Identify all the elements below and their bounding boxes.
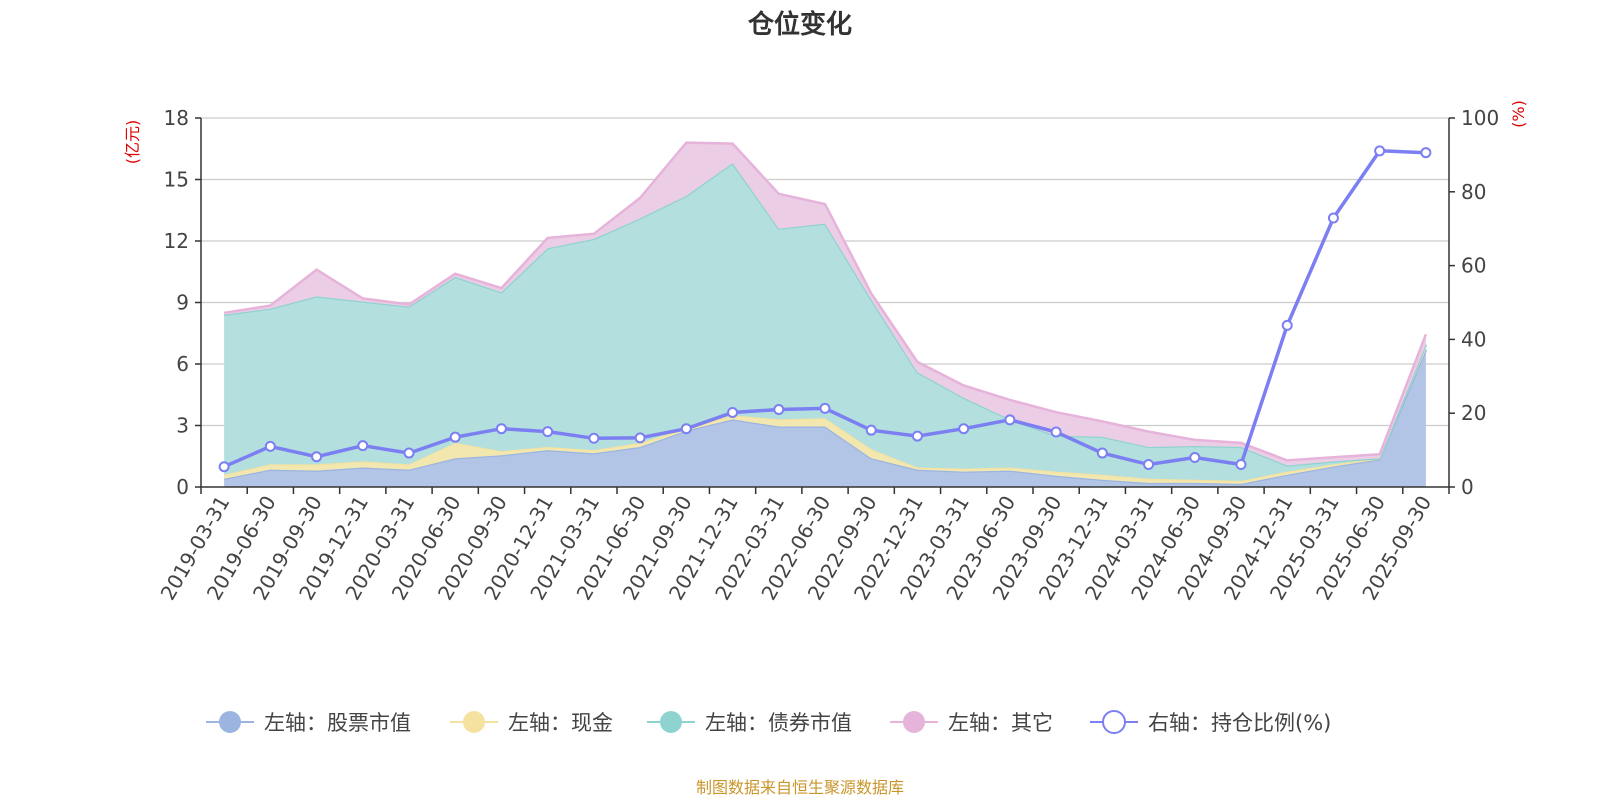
- ratio-point: [588, 432, 600, 444]
- left-tick-label: 18: [164, 106, 189, 130]
- legend-item[interactable]: 右轴：持仓比例(%): [1090, 710, 1331, 735]
- ratio-line-series: [218, 145, 1432, 473]
- right-tick-label: 40: [1461, 327, 1486, 351]
- ratio-point: [218, 461, 230, 473]
- ratio-point: [727, 406, 739, 418]
- legend-item[interactable]: 左轴：其它: [890, 711, 1053, 735]
- ratio-point: [773, 404, 785, 416]
- right-axis-unit: (%): [1509, 100, 1528, 128]
- area-edge-4: [223, 141, 1428, 462]
- ratio-point: [1281, 319, 1293, 331]
- right-tick-label: 100: [1461, 106, 1499, 130]
- left-tick-label: 12: [164, 229, 189, 253]
- ratio-point: [1374, 145, 1386, 157]
- legend-symbol-circle: [1102, 710, 1126, 734]
- ratio-point: [958, 423, 970, 435]
- source-note: 制图数据来自恒生聚源数据库: [695, 778, 904, 797]
- legend-label: 左轴：股票市值: [264, 711, 411, 735]
- ratio-point: [911, 430, 923, 442]
- legend-label: 左轴：其它: [948, 711, 1053, 735]
- right-tick-label: 0: [1461, 475, 1474, 499]
- right-tick-label: 80: [1461, 180, 1486, 204]
- area-series: [223, 141, 1428, 487]
- ratio-point: [449, 431, 461, 443]
- ratio-point: [495, 423, 507, 435]
- legend-symbol-circle: [903, 711, 925, 733]
- area-1: [224, 349, 1426, 487]
- ratio-point: [1096, 447, 1108, 459]
- ratio-point: [403, 447, 415, 459]
- ratio-point: [264, 440, 276, 452]
- legend-label: 左轴：债券市值: [705, 711, 852, 735]
- legend-item[interactable]: 左轴：现金: [450, 711, 613, 735]
- ratio-point: [357, 440, 369, 452]
- ratio-point: [819, 402, 831, 414]
- legend-label: 右轴：持仓比例(%): [1148, 711, 1331, 735]
- legend: 左轴：股票市值 左轴：现金 左轴：债券市值 左轴：其它 右轴：持仓比例(%): [206, 710, 1331, 735]
- ratio-point: [634, 432, 646, 444]
- ratio-point: [865, 424, 877, 436]
- left-axis-unit: (亿元): [123, 120, 142, 165]
- area-4: [224, 142, 1426, 466]
- legend-item[interactable]: 左轴：债券市值: [647, 711, 852, 735]
- legend-label: 左轴：现金: [508, 711, 613, 735]
- left-tick-label: 9: [176, 291, 189, 315]
- area-3: [224, 163, 1426, 481]
- ratio-point: [1420, 147, 1432, 159]
- ratio-point: [542, 426, 554, 438]
- ratio-point: [311, 451, 323, 463]
- ratio-point: [1327, 212, 1339, 224]
- left-tick-label: 3: [176, 414, 189, 438]
- left-tick-label: 0: [176, 475, 189, 499]
- chart-title: 仓位变化: [747, 10, 852, 40]
- left-tick-label: 15: [164, 168, 189, 192]
- left-tick-label: 6: [176, 352, 189, 376]
- legend-symbol-circle: [660, 711, 682, 733]
- ratio-point: [1235, 458, 1247, 470]
- ratio-point: [1189, 451, 1201, 463]
- ratio-point: [680, 423, 692, 435]
- right-tick-label: 60: [1461, 254, 1486, 278]
- legend-symbol-circle: [219, 711, 241, 733]
- legend-symbol-circle: [463, 711, 485, 733]
- legend-item[interactable]: 左轴：股票市值: [206, 711, 411, 735]
- ratio-point: [1050, 426, 1062, 438]
- ratio-point: [1143, 458, 1155, 470]
- right-tick-label: 20: [1461, 401, 1486, 425]
- ratio-point: [1004, 414, 1016, 426]
